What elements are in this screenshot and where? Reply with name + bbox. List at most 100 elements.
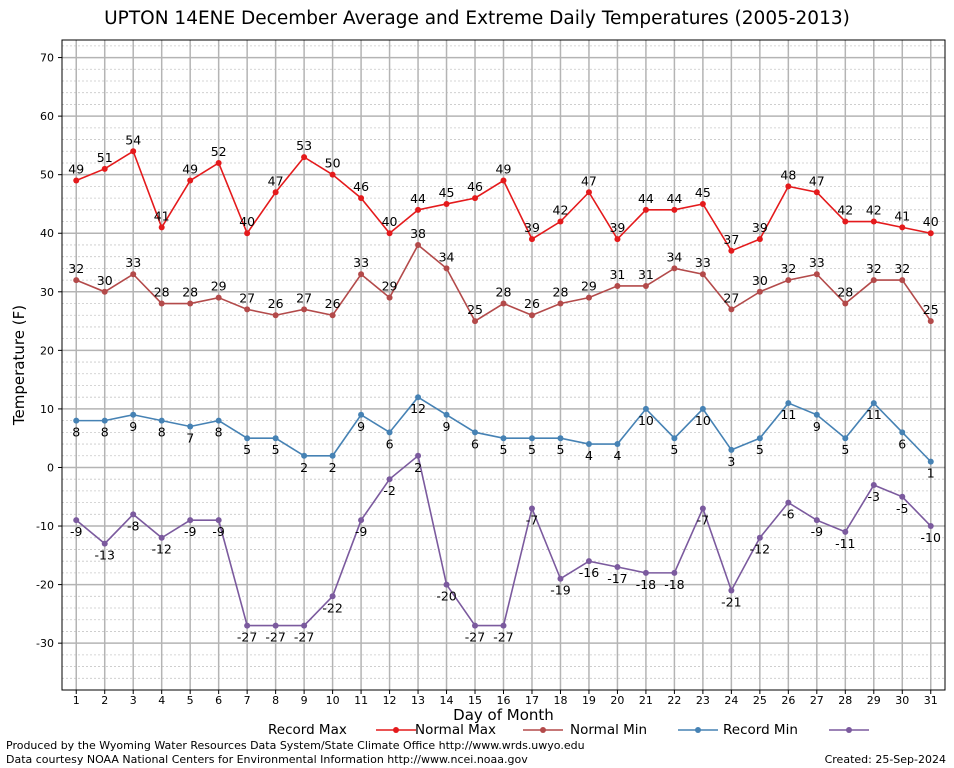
x-tick-label: 28 (838, 694, 852, 707)
data-label: 9 (357, 419, 365, 434)
data-point (358, 517, 365, 524)
data-label: 25 (923, 302, 939, 317)
data-label: 27 (239, 290, 255, 305)
data-label: 11 (780, 407, 796, 422)
y-tick-label: 30 (40, 286, 54, 299)
data-label: -8 (127, 518, 140, 533)
data-label: -27 (465, 630, 485, 645)
y-tick-label: -20 (36, 579, 54, 592)
data-point (415, 452, 422, 459)
y-tick-label: -10 (36, 520, 54, 533)
data-point (870, 400, 877, 407)
data-point (215, 294, 222, 301)
data-point (842, 218, 849, 225)
data-label: 25 (467, 302, 483, 317)
data-label: 2 (414, 460, 422, 475)
data-point (813, 271, 820, 278)
legend-swatch-marker (393, 727, 399, 733)
x-axis-ticks: 1 2 3 4 5 6 7 8 9 10 11 12 13 14 15 16 17 18 19 20 21 22 23 24 2… (73, 690, 938, 707)
series-record-min: -9-13-8-12-9 -9-27 -27 -27-22-9-22-20-27 -27… (70, 452, 941, 645)
data-label: 44 (410, 191, 426, 206)
data-point (415, 241, 422, 248)
data-point (158, 224, 165, 231)
data-point (500, 177, 507, 184)
data-point (443, 265, 450, 272)
data-point (500, 435, 507, 442)
x-tick-label: 11 (354, 694, 368, 707)
x-tick-label: 12 (383, 694, 397, 707)
data-point (443, 200, 450, 207)
data-point (244, 306, 251, 313)
data-point (73, 277, 80, 284)
data-label: 9 (129, 419, 137, 434)
data-label: 39 (752, 220, 768, 235)
data-point (756, 288, 763, 295)
data-point (101, 417, 108, 424)
data-point (642, 282, 649, 289)
legend: Record Max Normal Max Normal Min Record Min (268, 722, 869, 738)
data-point (130, 271, 137, 278)
data-label: 29 (382, 279, 398, 294)
data-point (614, 441, 621, 448)
data-point (472, 429, 479, 436)
data-label: 40 (239, 214, 255, 229)
data-label: 34 (439, 249, 455, 264)
data-point (870, 277, 877, 284)
data-label: 44 (666, 191, 682, 206)
x-tick-label: 22 (667, 694, 681, 707)
data-label: 33 (809, 255, 825, 270)
legend-label: Record Max (268, 722, 347, 738)
data-label: 29 (211, 279, 227, 294)
y-tick-label: 0 (47, 461, 54, 474)
data-point (187, 423, 194, 430)
x-tick-label: 8 (272, 694, 279, 707)
data-label: 42 (837, 203, 853, 218)
data-point (329, 171, 336, 178)
data-point (728, 587, 735, 594)
data-point (415, 206, 422, 213)
legend-label: Normal Min (570, 722, 647, 738)
x-tick-label: 10 (326, 694, 340, 707)
x-tick-label: 13 (411, 694, 425, 707)
data-point (614, 564, 621, 571)
data-label: 26 (325, 296, 341, 311)
data-point (443, 581, 450, 588)
footer-created: Created: 25-Sep-2024 (824, 753, 946, 766)
data-label: 8 (101, 425, 109, 440)
data-label: 2 (300, 460, 308, 475)
data-point (130, 148, 137, 155)
data-label: 9 (443, 419, 451, 434)
data-point (927, 523, 934, 530)
series-record-max: 49 51 54 41 49 52 40 47 53 50 46 40 44 45 46 49 39 42 47 39… (68, 132, 939, 254)
x-tick-label: 30 (895, 694, 909, 707)
data-point (500, 300, 507, 307)
data-point (329, 593, 336, 600)
data-label: 27 (296, 290, 312, 305)
x-tick-label: 31 (924, 694, 938, 707)
data-point (101, 165, 108, 172)
data-point (301, 622, 308, 629)
data-label: 28 (553, 285, 569, 300)
data-point (756, 435, 763, 442)
y-tick-label: -30 (36, 637, 54, 650)
data-label: -11 (835, 536, 855, 551)
data-label: 9 (813, 419, 821, 434)
x-tick-label: 2 (101, 694, 108, 707)
data-point (699, 200, 706, 207)
data-label: 30 (752, 273, 768, 288)
series-normal-min: 8 8 9 8 7 8 5 5 2 2 9 6 12 9 6 5 5 5 4 4 10 5 10 3 5 11 9 5 11 6 1 (72, 394, 935, 481)
data-point (899, 493, 906, 500)
x-tick-label: 5 (187, 694, 194, 707)
data-point (756, 236, 763, 243)
data-point (386, 429, 393, 436)
data-point (101, 540, 108, 547)
data-label: -18 (664, 577, 684, 592)
data-point (614, 282, 621, 289)
data-label: 6 (386, 436, 394, 451)
data-label: 27 (723, 290, 739, 305)
data-point (272, 189, 279, 196)
data-point (671, 569, 678, 576)
data-label: -6 (782, 507, 795, 522)
legend-swatch-marker (540, 727, 546, 733)
data-label: -27 (265, 630, 285, 645)
